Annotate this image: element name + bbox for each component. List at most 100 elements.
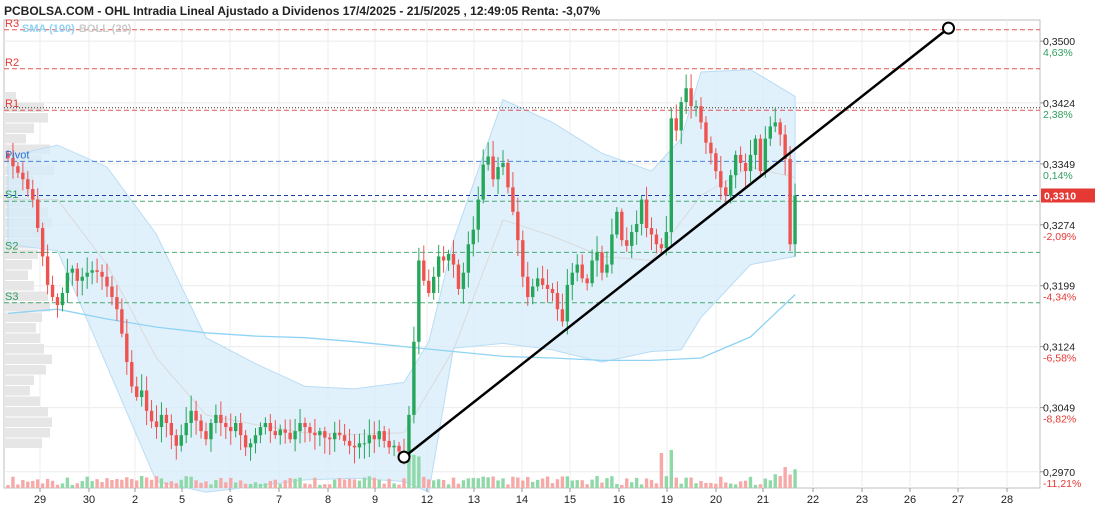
volume-bar [615, 484, 619, 488]
volume-bar [684, 477, 688, 488]
volume-bar [144, 477, 149, 488]
candle-body [540, 278, 545, 285]
volume-bar [724, 482, 728, 488]
volume-bar [466, 478, 471, 488]
candle-body [367, 435, 372, 444]
volume-bar [219, 477, 223, 488]
volume-bar [620, 484, 624, 488]
candle-body [674, 118, 678, 131]
y-tick-label: 0,3049 [1043, 403, 1075, 415]
volume-bar [521, 480, 525, 488]
candle-body [615, 211, 619, 235]
current-price-tag: 0,3310 [1041, 188, 1095, 203]
candle-body [753, 138, 758, 155]
candle-body [729, 175, 733, 196]
volume-bar [560, 476, 565, 488]
volume-bar [714, 483, 718, 488]
candle-body [50, 284, 55, 298]
volume-bar [486, 477, 490, 488]
candle-body [199, 420, 203, 432]
volume-bar [50, 480, 55, 488]
candle-body [130, 362, 134, 387]
x-tick-label: 12 [421, 494, 433, 506]
volume-bar [248, 483, 253, 488]
trendline-end-handle[interactable] [942, 21, 955, 35]
candle-body [446, 254, 451, 261]
candle-body [773, 122, 777, 127]
y-tick-label: 0,3124 [1043, 342, 1075, 354]
volume-profile-bar [4, 333, 40, 343]
volume-bar [773, 474, 777, 488]
volume-bar [575, 480, 579, 488]
candle-body [26, 179, 30, 189]
x-tick-label: 19 [661, 494, 673, 506]
volume-bar [719, 476, 723, 488]
candle-body [600, 252, 604, 273]
pivot-label-s3: S3 [5, 291, 18, 303]
volume-bar [550, 483, 555, 488]
volume-bar [36, 479, 40, 488]
volume-bar [273, 479, 277, 488]
candle-body [783, 134, 787, 159]
y-tick-percent: 4,63% [1043, 47, 1073, 59]
volume-bar [506, 484, 510, 488]
volume-bar [194, 480, 198, 488]
candle-body [164, 414, 169, 423]
candle-body [243, 435, 248, 448]
x-tick-label: 22 [807, 494, 819, 506]
candle-body [333, 432, 337, 440]
volume-bar [70, 484, 75, 488]
trendline-start-handle[interactable] [397, 450, 411, 464]
candle-body [625, 240, 629, 246]
candle-body [748, 154, 753, 172]
y-tick-label: 0,3500 [1043, 36, 1075, 48]
candle-body [337, 432, 342, 436]
volume-bar [729, 483, 733, 488]
volume-profile-bar [4, 302, 50, 312]
volume-bar [664, 476, 669, 488]
volume-bar [80, 481, 84, 488]
x-tick-label: 6 [227, 494, 233, 506]
volume-profile-bar [4, 354, 52, 364]
volume-bar [337, 478, 342, 488]
volume-bar [526, 476, 530, 488]
candle-body [461, 272, 466, 289]
candlesticks [6, 74, 797, 465]
x-tick-label: 30 [83, 494, 95, 506]
candle-body [709, 142, 713, 154]
volume-bar [377, 479, 381, 488]
volume-profile-bar [4, 438, 42, 448]
candle-body [595, 252, 599, 261]
candle-body [496, 167, 500, 180]
volume-bar [164, 482, 169, 488]
volume-bar [283, 480, 287, 488]
candle-body [644, 199, 649, 228]
candle-body [258, 427, 263, 436]
volume-bar [234, 482, 238, 488]
candle-body [120, 309, 124, 334]
volume-bar [446, 484, 451, 488]
volume-bar [65, 477, 70, 488]
volume-bar [644, 478, 649, 488]
volume-bar [85, 476, 89, 488]
volume-bar [669, 449, 673, 488]
volume-bar [179, 479, 183, 488]
candle-body [471, 229, 475, 245]
candle-body [481, 164, 485, 200]
x-tick-label: 16 [613, 494, 625, 506]
y-tick-label: 0,3349 [1043, 159, 1075, 171]
volume-bar [333, 479, 337, 488]
y-tick-percent: -2,09% [1043, 231, 1076, 243]
volume-bar [352, 479, 357, 488]
volume-profile-bar [4, 396, 40, 406]
trendline-segment[interactable] [403, 27, 950, 459]
trendline[interactable] [397, 21, 955, 464]
candle-body [288, 432, 292, 440]
volume-bar [139, 476, 144, 488]
volume-profile-bar [4, 249, 38, 259]
candle-body [649, 228, 654, 235]
candle-body [209, 423, 213, 440]
candle-body [407, 414, 411, 458]
volume-profile-bar [4, 144, 50, 154]
candle-body [412, 341, 416, 415]
